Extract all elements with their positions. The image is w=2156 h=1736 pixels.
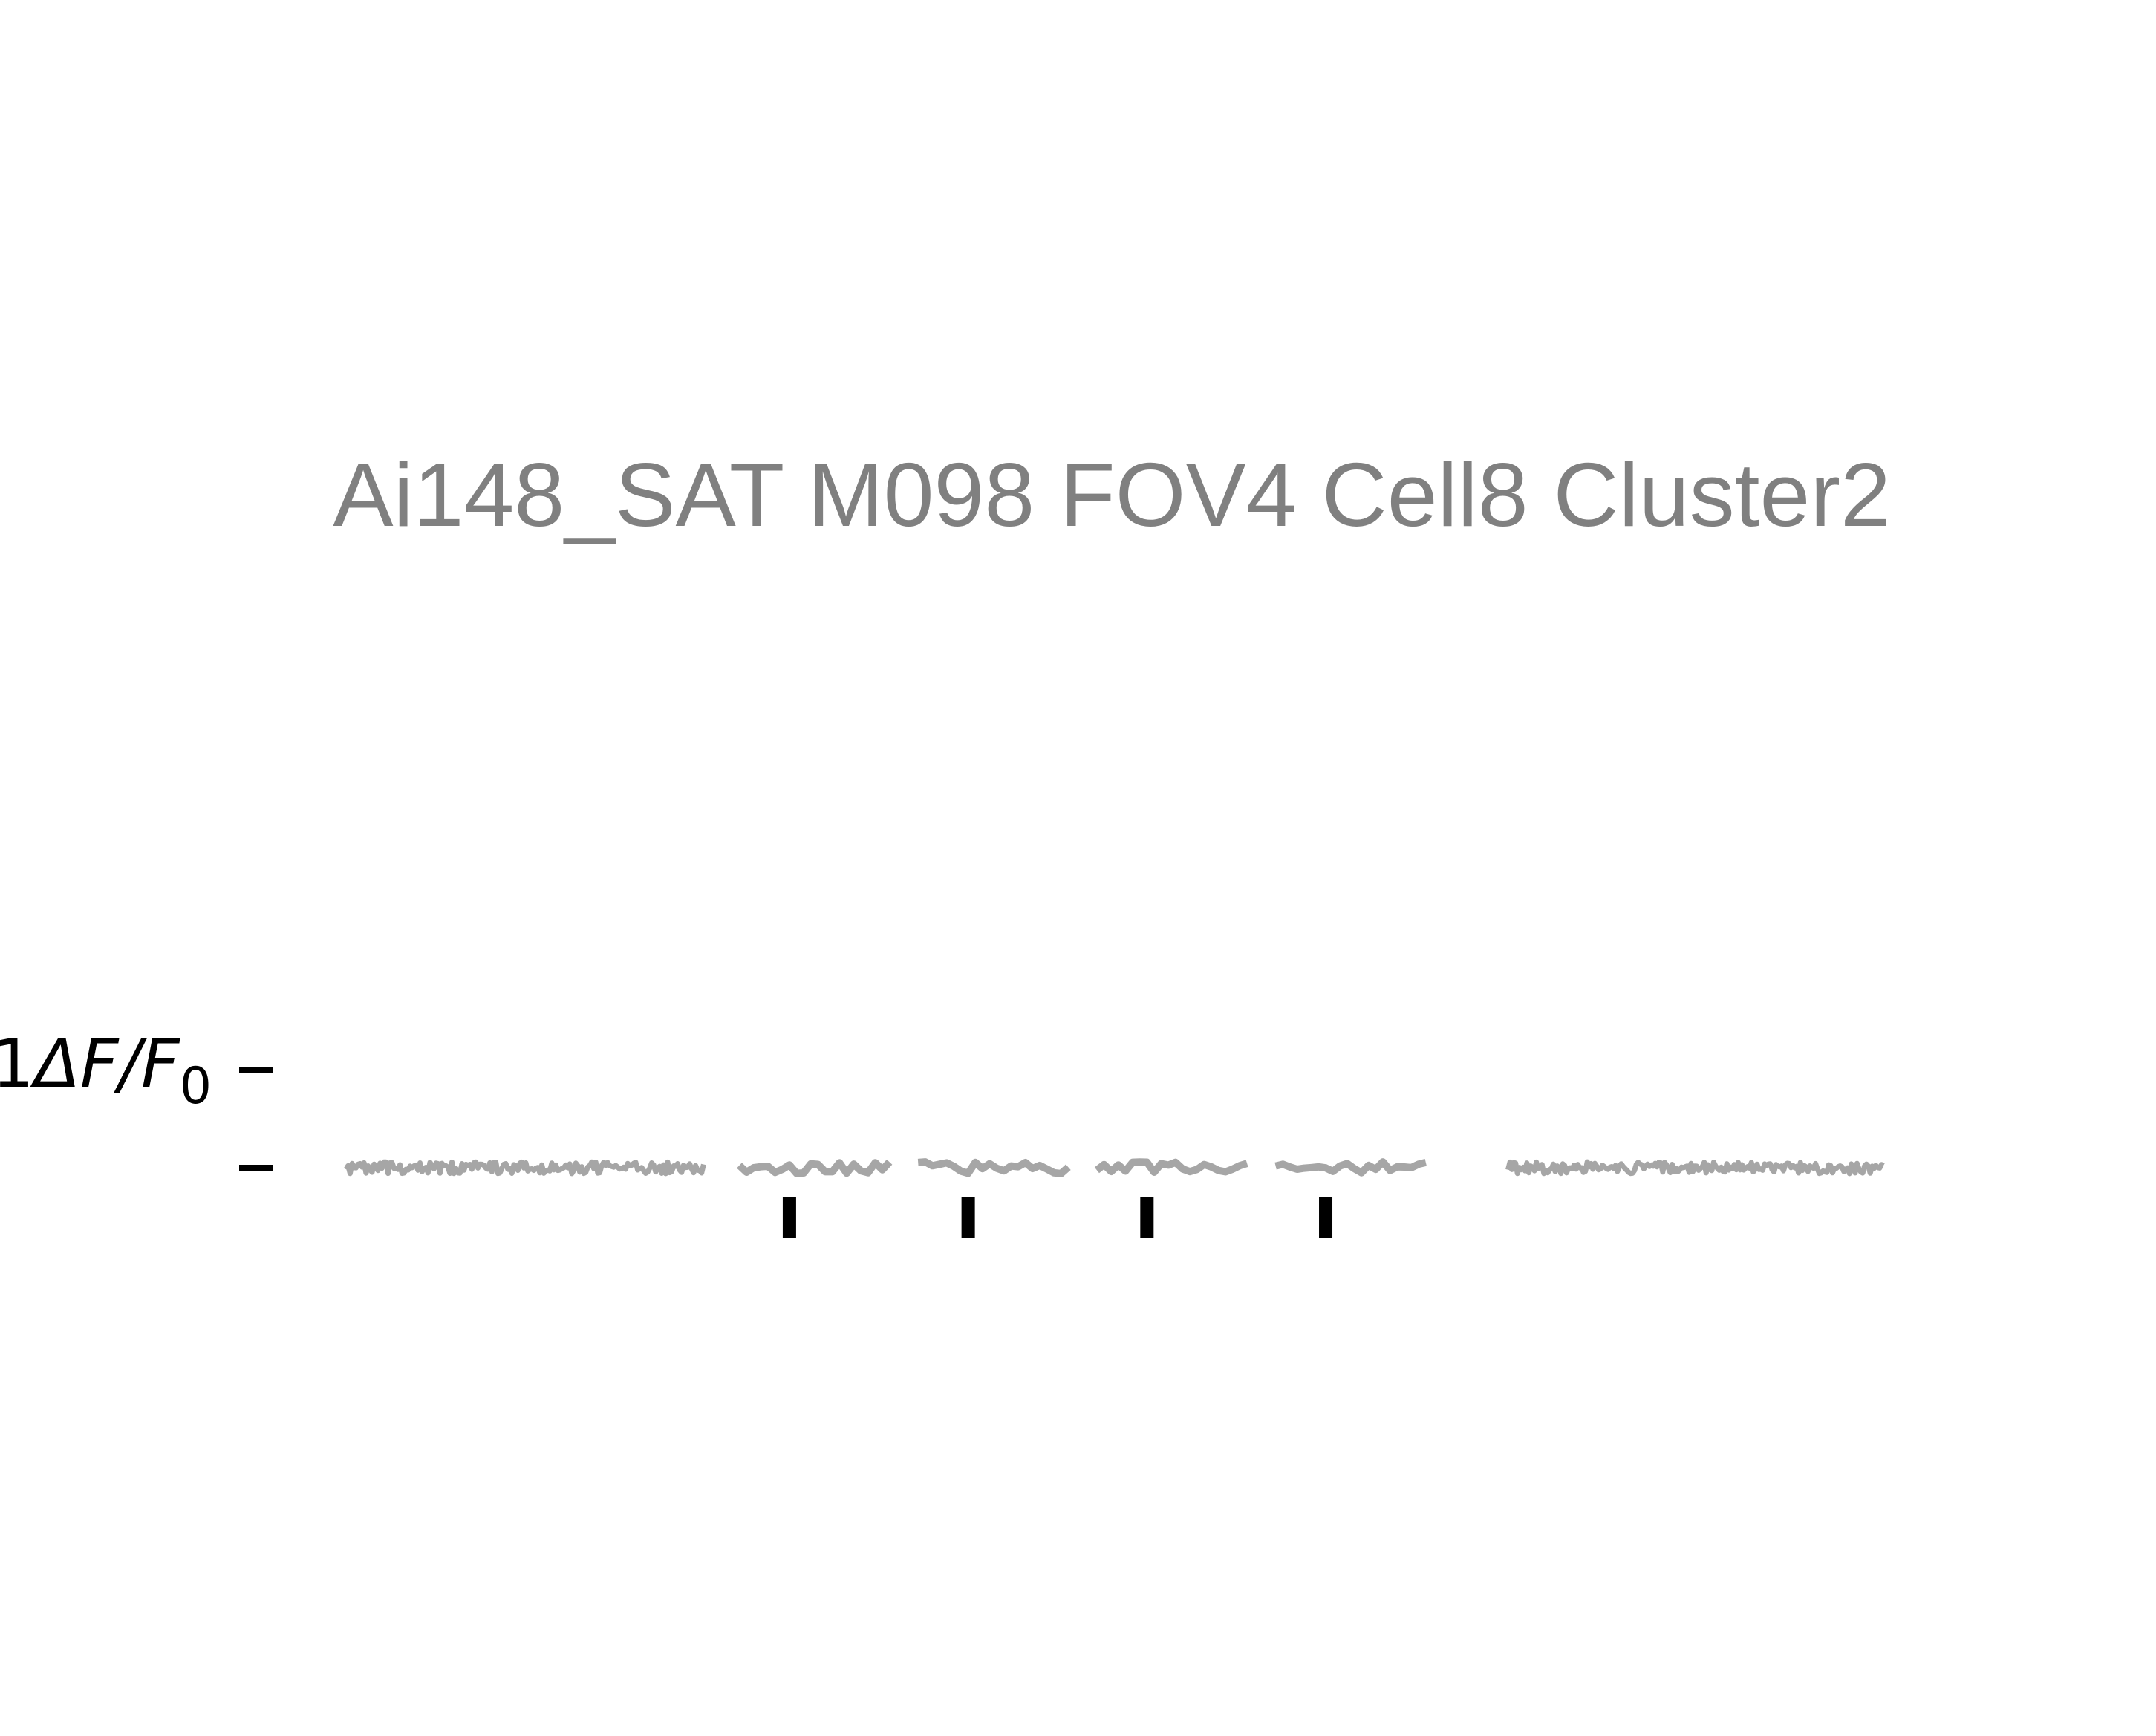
trace-event-1 (737, 1159, 893, 1177)
trace-pre-event (343, 1159, 706, 1177)
trace-post-event (1505, 1159, 1885, 1177)
svg-text:1ΔF/F0: 1ΔF/F0 (0, 1025, 212, 1116)
y-axis-label-prefix: 1 (0, 1025, 34, 1103)
chart-title: Ai148_SAT M098 FOV4 Cell8 Cluster2 (333, 444, 1891, 545)
trace-event-2 (917, 1158, 1071, 1177)
y-axis-label-subscript: 0 (180, 1057, 212, 1116)
trace-group (343, 1158, 1885, 1177)
trace-event-3 (1094, 1158, 1248, 1176)
trace-event-4 (1274, 1158, 1427, 1177)
y-axis-label: 1ΔF/F0 (0, 1025, 212, 1116)
event-marker-group (782, 1197, 1333, 1238)
scale-bar (239, 1067, 273, 1171)
y-axis-label-main: ΔF/F (30, 1025, 180, 1103)
